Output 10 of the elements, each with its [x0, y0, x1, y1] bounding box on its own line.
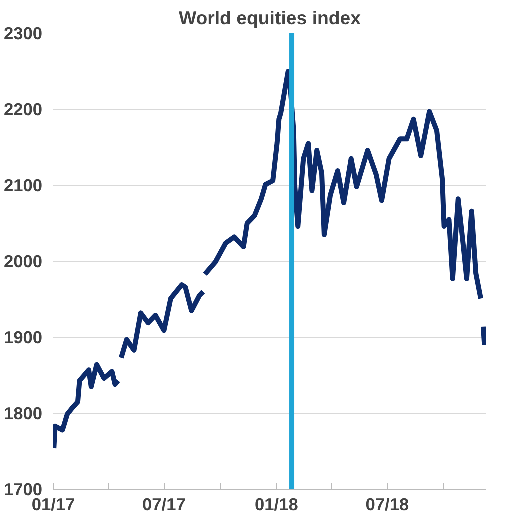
y-tick-label: 2100 — [4, 176, 43, 196]
y-tick-label: 2000 — [4, 252, 43, 272]
y-tick-label: 1900 — [4, 328, 43, 348]
x-tick-label: 07/17 — [142, 494, 186, 514]
y-tick-label: 2300 — [4, 24, 43, 44]
y-tick-label: 2200 — [4, 100, 43, 120]
x-tick-label: 07/18 — [366, 494, 410, 514]
y-tick-label: 1800 — [4, 404, 43, 424]
x-tick-label: 01/18 — [255, 494, 299, 514]
chart-title: World equities index — [178, 8, 362, 28]
